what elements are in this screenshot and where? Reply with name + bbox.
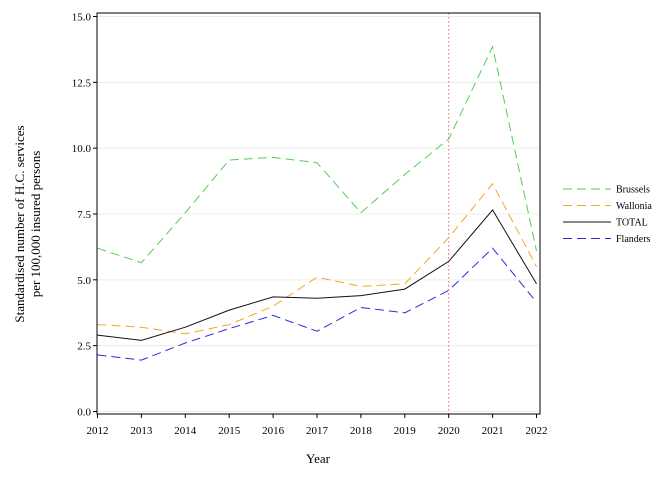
series-line-total <box>97 209 537 341</box>
x-axis: 2012 2013 2014 2015 2016 2017 2018 2019 2020 2021… <box>87 414 548 437</box>
x-tick-label: 2019 <box>394 425 417 437</box>
x-tick-label: 2014 <box>174 425 197 437</box>
y-axis: 0.0 2.5 5.0 7.5 10.0 12.5 15.0 <box>72 12 97 419</box>
x-axis-label: Year <box>306 451 331 466</box>
y-tick-label: 7.5 <box>77 209 91 221</box>
x-tick-label: 2012 <box>87 425 109 437</box>
y-axis-label-line-2: per 100,000 insured persons <box>28 151 43 298</box>
x-tick-label: 2021 <box>482 425 504 437</box>
x-tick-label: 2020 <box>438 425 461 437</box>
y-tick-label: 0.0 <box>77 407 91 419</box>
x-tick-label: 2013 <box>130 425 153 437</box>
y-tick-label: 12.5 <box>72 77 92 89</box>
y-tick-label: 10.0 <box>72 143 92 155</box>
series-line-flanders <box>97 247 537 361</box>
y-tick-label: 2.5 <box>77 341 91 353</box>
x-tick-label: 2018 <box>350 425 373 437</box>
x-tick-label: 2017 <box>306 425 329 437</box>
x-tick-label: 2015 <box>218 425 241 437</box>
y-tick-label: 15.0 <box>72 12 92 24</box>
legend-label-flanders: Flanders <box>616 234 651 245</box>
legend-label-total: TOTAL <box>616 218 648 229</box>
series-lines <box>97 45 537 361</box>
gridlines <box>97 16 540 412</box>
legend-label-brussels: Brussels <box>616 185 650 196</box>
legend-label-wallonia: Wallonia <box>616 201 652 212</box>
x-tick-label: 2022 <box>526 425 548 437</box>
legend: Brussels Wallonia TOTAL Flanders <box>563 185 652 245</box>
y-axis-label-line-1: Standardised number of H.C. services <box>12 125 27 322</box>
series-line-brussels <box>97 45 537 264</box>
y-tick-label: 5.0 <box>77 275 91 287</box>
x-tick-label: 2016 <box>262 425 285 437</box>
